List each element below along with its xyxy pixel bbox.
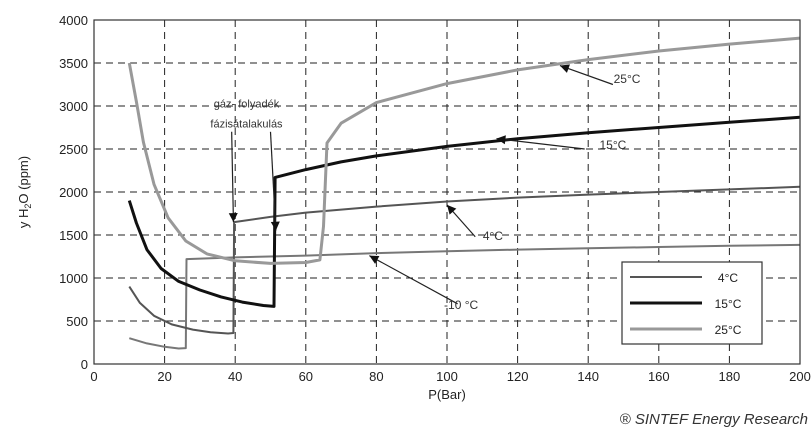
annotation-label: gáz- folyadék — [214, 99, 280, 111]
y-tick-label: 1500 — [59, 228, 88, 243]
plot-frame — [93, 19, 801, 365]
y-tick-label: 4000 — [59, 13, 88, 28]
x-tick-label: 180 — [719, 369, 741, 384]
legend-label: 4°C — [718, 271, 738, 285]
x-tick-label: 140 — [577, 369, 599, 384]
x-axis-label: P(Bar) — [428, 387, 466, 402]
x-tick-label: 40 — [228, 369, 242, 384]
x-tick-label: 60 — [299, 369, 313, 384]
y-tick-label: 500 — [66, 314, 88, 329]
arrow-head — [496, 135, 506, 145]
y-tick-label: 3000 — [59, 99, 88, 114]
annotation-labels: gáz- folyadék fázisátalakulás 25°C 15°C 4°C -… — [210, 72, 640, 312]
annotation-arrows — [228, 64, 614, 305]
series-line-0 — [129, 243, 801, 350]
annotation-label: fázisátalakulás — [210, 119, 283, 131]
arrow-head — [447, 204, 457, 215]
x-tick-label: 0 — [90, 369, 97, 384]
arrow-line — [231, 131, 235, 223]
arrow-head — [270, 221, 280, 231]
annotation-label: 4°C — [483, 229, 503, 243]
x-tick-label: 160 — [648, 369, 670, 384]
legend-label: 25°C — [715, 323, 742, 337]
arrow-head — [228, 213, 238, 223]
y-tick-label: 0 — [81, 357, 88, 372]
credit-text: ® SINTEF Energy Research — [620, 411, 808, 428]
arrow-head — [559, 64, 570, 73]
arrow-line — [269, 131, 277, 231]
x-tick-label: 20 — [157, 369, 171, 384]
series-line-2 — [127, 115, 801, 308]
series-line-3 — [127, 36, 801, 265]
arrow-line — [496, 138, 585, 150]
tick-labels: 0 20 40 60 80 100 120 140 160 180 2000500100015002… — [59, 13, 811, 384]
y-axis-label: y H2O (ppm) — [16, 156, 33, 228]
series-layer — [127, 36, 801, 350]
legend: 4°C 15°C 25°C — [621, 261, 763, 345]
x-tick-label: 200 — [789, 369, 811, 384]
y-tick-label: 2500 — [59, 142, 88, 157]
x-tick-label: 100 — [436, 369, 458, 384]
y-tick-label: 2000 — [59, 185, 88, 200]
x-tick-label: 80 — [369, 369, 383, 384]
arrow-line — [369, 255, 458, 305]
annotation-label: 15°C — [600, 138, 627, 152]
legend-label: 15°C — [715, 297, 742, 311]
arrow-head — [369, 255, 380, 264]
annotation-label: 25°C — [614, 72, 641, 86]
y-tick-label: 1000 — [59, 271, 88, 286]
arrow-line — [559, 65, 614, 86]
x-tick-label: 120 — [507, 369, 529, 384]
annotation-label: -10 °C — [444, 298, 478, 312]
y-tick-label: 3500 — [59, 56, 88, 71]
series-line-1 — [128, 185, 801, 335]
